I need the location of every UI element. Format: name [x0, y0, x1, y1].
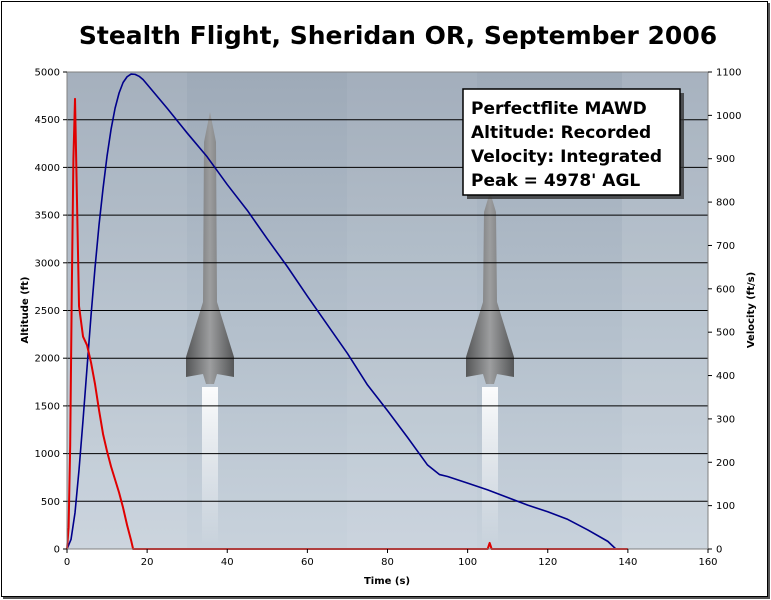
y2-tick-label: 800	[716, 198, 735, 209]
x-tick-label: 40	[221, 557, 234, 568]
y-tick-label: 1500	[35, 401, 60, 412]
y2-tick-label: 100	[716, 501, 735, 512]
x-tick-label: 100	[458, 557, 477, 568]
x-tick-label: 120	[538, 557, 557, 568]
y-tick-label: 500	[41, 497, 60, 508]
y2-tick-label: 500	[716, 328, 735, 339]
x-tick-label: 160	[698, 557, 717, 568]
series-line-altitude	[66, 73, 617, 550]
x-tick-label: 60	[301, 557, 314, 568]
annotation-line: Velocity: Integrated	[471, 147, 662, 167]
y-axis-ticks: 0 500 1000 1500 2000 2500 3000 3500 4000 4500 5000	[35, 68, 67, 556]
y-tick-label: 2500	[35, 306, 60, 317]
y-tick-label: 1000	[35, 449, 60, 460]
x-tick-label: 20	[141, 557, 154, 568]
y2-tick-label: 600	[716, 284, 735, 295]
y2-tick-label: 0	[716, 545, 722, 556]
y-tick-label: 5000	[35, 68, 60, 79]
x-tick-label: 80	[381, 557, 394, 568]
annotation-line: Perfectflite MAWD	[471, 99, 647, 119]
x-axis-ticks: 0 20 40 60 80 100 120 140 160	[64, 549, 718, 568]
y2-tick-label: 1100	[716, 68, 741, 79]
y-tick-label: 3000	[35, 258, 60, 269]
y2-tick-label: 400	[716, 371, 735, 382]
y-tick-label: 4000	[35, 163, 60, 174]
y-tick-label: 4500	[35, 115, 60, 126]
y-axis-title: Altitude (ft)	[20, 277, 31, 344]
y-tick-label: 3500	[35, 211, 60, 222]
x-axis-title: Time (s)	[364, 576, 410, 587]
y2-tick-label: 900	[716, 154, 735, 165]
y2-tick-label: 700	[716, 241, 735, 252]
y2-tick-label: 1000	[716, 111, 741, 122]
rocket-image-right	[466, 192, 514, 547]
annotation-box: Perfectflite MAWD Altitude: Recorded Vel…	[462, 88, 684, 199]
y2-axis-ticks: 0 100 200 300 400 500 600 700 800 900 1000 1100	[708, 68, 741, 556]
x-tick-label: 140	[618, 557, 637, 568]
y2-tick-label: 200	[716, 458, 735, 469]
x-tick-label: 0	[64, 557, 70, 568]
y2-axis-title: Velocity (ft/s)	[746, 272, 757, 348]
y-tick-label: 2000	[35, 354, 60, 365]
chart-title: Stealth Flight, Sheridan OR, September 2…	[79, 21, 717, 50]
annotation-line: Peak = 4978' AGL	[471, 171, 640, 191]
rocket-image-left	[186, 112, 234, 547]
y-tick-label: 0	[54, 545, 60, 556]
y2-tick-label: 300	[716, 414, 735, 425]
annotation-line: Altitude: Recorded	[471, 123, 651, 143]
